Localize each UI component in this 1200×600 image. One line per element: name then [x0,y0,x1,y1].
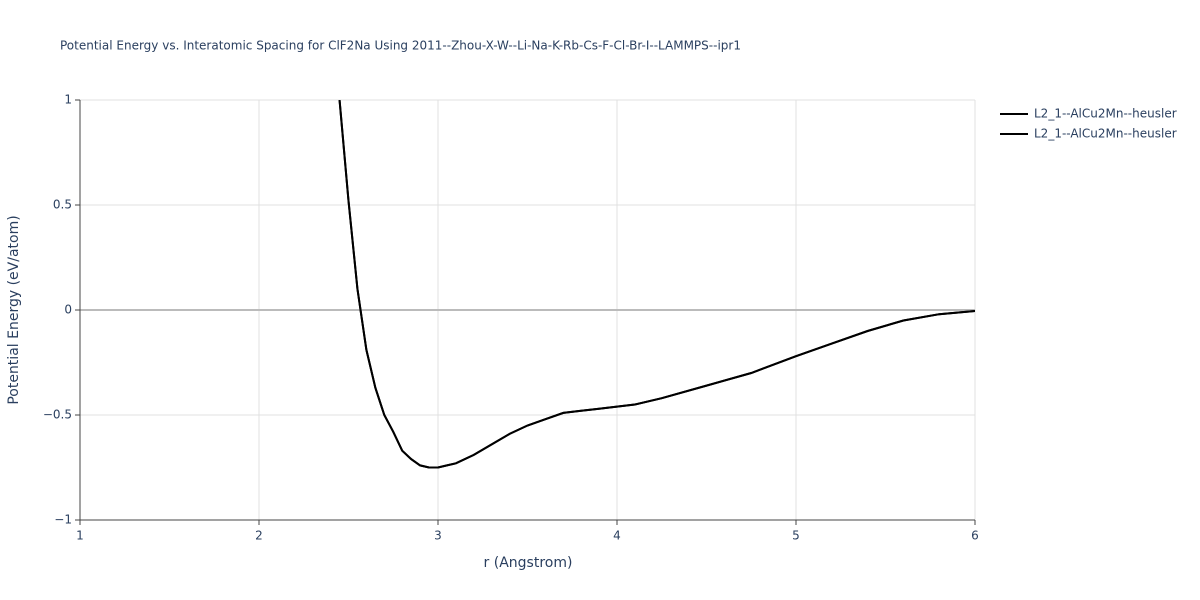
x-tick-label: 3 [434,529,442,543]
y-tick-label: −0.5 [43,408,72,422]
y-tick-label: 1 [64,93,72,107]
y-tick-label: 0.5 [53,198,72,212]
plot-area [338,100,975,469]
legend-label: L2_1--AlCu2Mn--heusler [1034,107,1177,121]
grid: 1 2 3 4 5 6 −1 −0.5 0 0.5 1 [43,93,979,543]
x-tick-label: 1 [76,529,84,543]
x-tick-label: 4 [613,529,621,543]
x-tick-label: 5 [792,529,800,543]
y-axis-label: Potential Energy (eV/atom) [6,215,22,404]
x-tick-label: 2 [255,529,263,543]
chart-title: Potential Energy vs. Interatomic Spacing… [60,39,741,53]
y-tick-label: 0 [64,303,72,317]
legend: L2_1--AlCu2Mn--heusler L2_1--AlCu2Mn--heu… [1000,107,1177,141]
x-tick-label: 6 [971,529,979,543]
x-axis-label: r (Angstrom) [484,555,573,571]
data-line [338,100,975,469]
data-line [338,100,975,469]
y-tick-label: −1 [54,513,72,527]
legend-label: L2_1--AlCu2Mn--heusler [1034,127,1177,141]
